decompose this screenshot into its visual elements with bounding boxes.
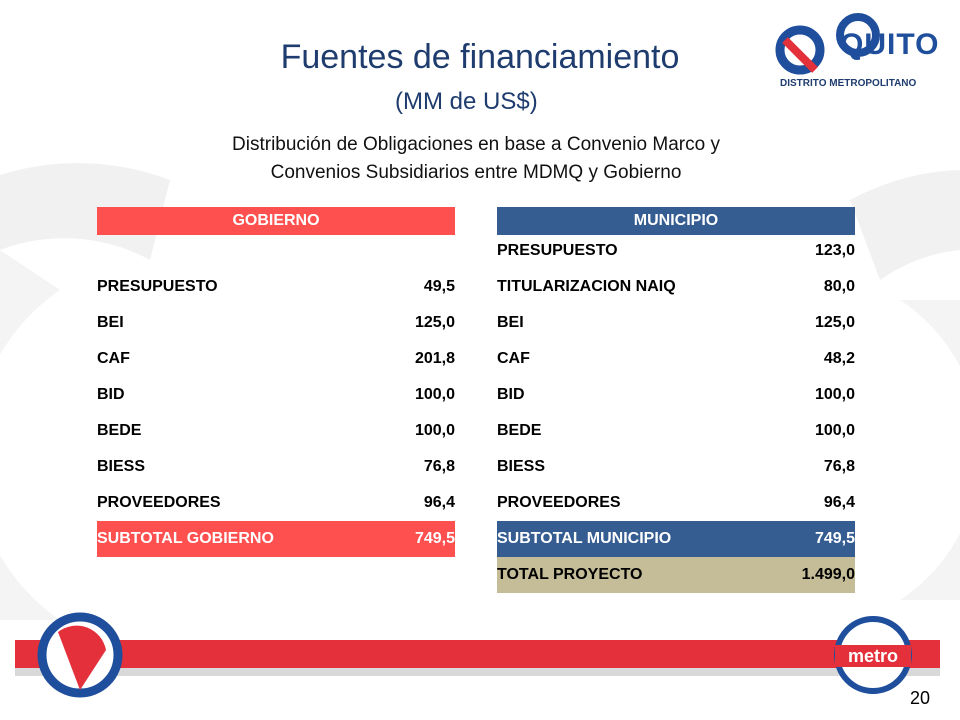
row-value: 76,8: [823, 458, 855, 475]
row-value: 100,0: [814, 422, 855, 439]
row-value: 125,0: [814, 314, 855, 331]
row-label: BEDE: [497, 422, 542, 439]
table-header: GOBIERNO: [97, 207, 455, 235]
row-value: 96,4: [823, 494, 855, 511]
row-value: 125,0: [414, 314, 455, 331]
row-label: PROVEEDORES: [497, 494, 621, 511]
row-value: 100,0: [414, 386, 455, 403]
row-label: PRESUPUESTO: [97, 278, 218, 295]
row-value: 80,0: [823, 278, 855, 295]
row-label: CAF: [497, 350, 530, 367]
row-value: 123,0: [814, 242, 855, 259]
row-value: 49,5: [423, 278, 455, 295]
description-line: Convenios Subsidiarios entre MDMQ y Gobi…: [270, 162, 682, 183]
subtotal-label: SUBTOTAL MUNICIPIO: [497, 530, 672, 547]
table-header: MUNICIPIO: [497, 207, 855, 235]
subtotal-bg: [97, 521, 455, 557]
total-value: 1.499,0: [801, 566, 855, 583]
description-line: Distribución de Obligaciones en base a C…: [232, 134, 720, 155]
subtotal-value: 749,5: [414, 530, 455, 547]
row-value: 76,8: [423, 458, 455, 475]
subtotal-bg: [497, 521, 855, 557]
row-label: PRESUPUESTO: [497, 242, 618, 259]
row-value: 96,4: [423, 494, 455, 511]
row-value: 201,8: [414, 350, 455, 367]
logo-name: QUITO: [840, 28, 940, 61]
page-number: 20: [909, 688, 930, 708]
subtotal-label: SUBTOTAL GOBIERNO: [97, 530, 274, 547]
row-value: 100,0: [814, 386, 855, 403]
row-label: BIESS: [497, 458, 546, 475]
total-label: TOTAL PROYECTO: [497, 566, 643, 583]
logo-tagline: DISTRITO METROPOLITANO: [780, 78, 917, 89]
row-label: CAF: [97, 350, 130, 367]
row-label: BEI: [97, 314, 124, 331]
row-label: TITULARIZACION NAIQ: [497, 278, 676, 295]
title: Fuentes de financiamiento: [280, 38, 680, 76]
row-label: BID: [97, 386, 125, 403]
row-value: 100,0: [414, 422, 455, 439]
row-label: PROVEEDORES: [97, 494, 221, 511]
subtitle: (MM de US$): [395, 88, 538, 115]
total-bg: [497, 557, 855, 593]
row-label: BEI: [497, 314, 524, 331]
metro-logo: metro: [847, 646, 898, 666]
row-label: BID: [497, 386, 525, 403]
row-value: 48,2: [823, 350, 855, 367]
subtotal-value: 749,5: [814, 530, 855, 547]
row-label: BIESS: [97, 458, 146, 475]
row-label: BEDE: [97, 422, 142, 439]
